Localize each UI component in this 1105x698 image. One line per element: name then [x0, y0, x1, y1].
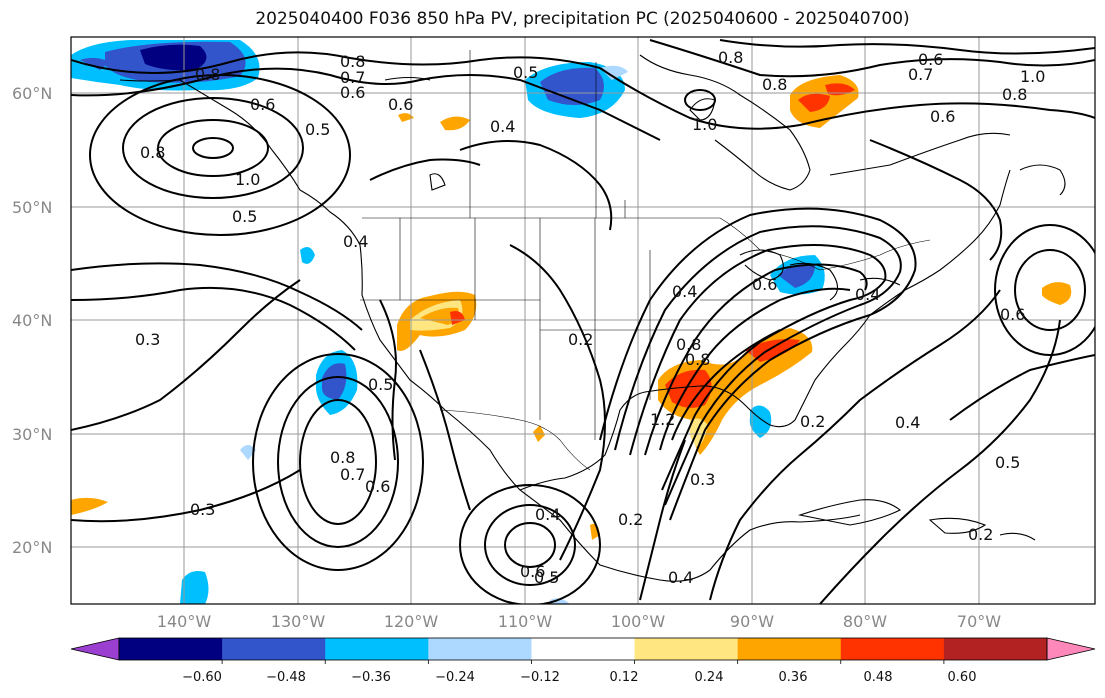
contour-label: 0.3 — [135, 330, 160, 349]
contour-label: 0.6 — [520, 562, 545, 581]
colorbar-swatch — [943, 638, 1048, 660]
colorbar-outline — [118, 637, 1048, 661]
contour-label: 0.4 — [855, 285, 880, 304]
lon-label-90w: 90°W — [730, 612, 774, 631]
colorbar-extend-low — [70, 637, 120, 661]
colorbar-tick-label: −0.24 — [435, 670, 475, 685]
contour-label: 0.6 — [250, 95, 275, 114]
lon-label-110w: 110°W — [498, 612, 553, 631]
contour-label: 0.8 — [676, 335, 701, 354]
colorbar-swatch — [119, 638, 223, 660]
contour-label: 0.2 — [618, 510, 643, 529]
map-title: 2025040400 F036 850 hPa PV, precipitatio… — [255, 9, 910, 29]
colorbar-extend-high — [1046, 637, 1096, 661]
lat-label-30n: 30°N — [12, 425, 52, 444]
colorbar-tick-label: 0.48 — [864, 670, 893, 685]
contour-label: 0.5 — [232, 207, 257, 226]
contour-label: 0.6 — [340, 83, 365, 102]
contour-label: 0.4 — [668, 568, 693, 587]
contour-label: 0.8 — [340, 52, 365, 71]
colorbar-swatch — [737, 638, 842, 660]
lat-label-20n: 20°N — [12, 538, 52, 557]
contour-labels: 0.8 0.7 0.6 0.8 0.6 0.5 0.8 1.0 0.5 0.6 … — [135, 48, 1045, 587]
colorbar-swatch — [840, 638, 945, 660]
pv-contours — [71, 39, 1095, 604]
contour-label: 0.8 — [140, 143, 165, 162]
contour-label: 0.5 — [995, 453, 1020, 472]
colorbar-swatch — [325, 638, 429, 660]
contour-label: 0.7 — [908, 65, 933, 84]
contour-label: 0.6 — [1000, 305, 1025, 324]
contour-label: 1.0 — [235, 170, 260, 189]
lon-label-70w: 70°W — [957, 612, 1001, 631]
contour-label: 0.8 — [718, 48, 743, 67]
lon-label-120w: 120°W — [384, 612, 439, 631]
contour-label: 0.4 — [535, 505, 560, 524]
contour-label: 1.0 — [692, 115, 717, 134]
colorbar-swatch — [531, 638, 636, 660]
contour-label: 0.6 — [752, 275, 777, 294]
contour-label: 0.8 — [762, 75, 787, 94]
colorbar-tick-label: 0.36 — [779, 670, 808, 685]
colorbar-ticks: −0.60 −0.48 −0.36 −0.24 −0.12 0.12 0.24 … — [182, 670, 976, 685]
colorbar — [70, 637, 1096, 664]
colorbar-tick-label: −0.12 — [520, 670, 560, 685]
contour-label: 0.5 — [534, 568, 559, 587]
colorbar-tick-label: 0.24 — [695, 670, 724, 685]
borders — [360, 50, 931, 471]
colorbar-swatch — [222, 638, 326, 660]
colorbar-tick-label: −0.36 — [351, 670, 391, 685]
colorbar-tick-label: 0.60 — [948, 670, 977, 685]
lat-label-40n: 40°N — [12, 311, 52, 330]
map-frame — [70, 36, 1096, 605]
contour-label: 0.8 — [330, 448, 355, 467]
contour-label: 0.2 — [968, 525, 993, 544]
contour-label: 0.5 — [513, 63, 538, 82]
map-field: 0.8 0.7 0.6 0.8 0.6 0.5 0.8 1.0 0.5 0.6 … — [71, 37, 1095, 604]
contour-label: 0.6 — [930, 107, 955, 126]
lon-label-80w: 80°W — [843, 612, 887, 631]
longitude-labels: 140°W 130°W 120°W 110°W 100°W 90°W 80°W … — [157, 612, 1001, 631]
colorbar-tick-label: −0.48 — [266, 670, 306, 685]
lon-label-130w: 130°W — [271, 612, 326, 631]
contour-label: 0.2 — [800, 412, 825, 431]
precip-shading — [71, 40, 1072, 604]
contour-label: 0.2 — [568, 330, 593, 349]
contour-label: 0.8 — [195, 65, 220, 84]
contour-label: 0.5 — [305, 120, 330, 139]
contour-label: 0.5 — [368, 375, 393, 394]
contour-label: 1.2 — [650, 410, 675, 429]
contour-label: 0.7 — [340, 465, 365, 484]
contour-label: 0.7 — [340, 68, 365, 87]
lat-label-50n: 50°N — [12, 198, 52, 217]
contour-label: 0.6 — [918, 50, 943, 69]
contour-label: 0.8 — [1002, 85, 1027, 104]
contour-label: 0.6 — [388, 95, 413, 114]
lon-label-100w: 100°W — [611, 612, 666, 631]
lon-label-140w: 140°W — [157, 612, 212, 631]
contour-label: 0.6 — [365, 477, 390, 496]
colorbar-tick-label: −0.60 — [182, 670, 222, 685]
contour-label: 0.4 — [672, 282, 697, 301]
colorbar-tick-label: 0.12 — [610, 670, 639, 685]
contour-label: 0.3 — [690, 470, 715, 489]
colorbar-swatch — [634, 638, 739, 660]
contour-label: 0.3 — [190, 500, 215, 519]
contour-label: 1.0 — [1020, 67, 1045, 86]
contour-label: 0.4 — [895, 413, 920, 432]
colorbar-swatch — [428, 638, 532, 660]
latitude-labels: 60°N 50°N 40°N 30°N 20°N — [12, 84, 52, 557]
contour-label: 0.4 — [490, 117, 515, 136]
lat-label-60n: 60°N — [12, 84, 52, 103]
contour-label: 0.8 — [685, 350, 710, 369]
contour-label: 0.4 — [343, 232, 368, 251]
